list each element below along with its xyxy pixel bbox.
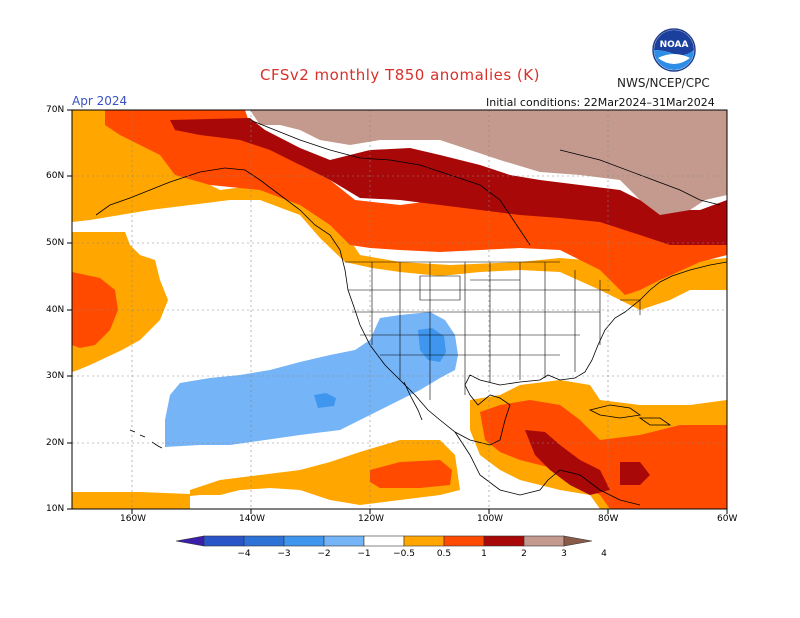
lon-label-140w: 140W — [239, 514, 266, 524]
anomaly-field-neg-05 — [165, 312, 458, 447]
anomaly-field-1-2 — [72, 110, 727, 509]
coastlines — [95, 119, 727, 506]
lat-label-50n: 50N — [46, 238, 65, 248]
agency-label: NWS/NCEP/CPC — [617, 76, 710, 90]
noaa-logo: NOAA — [652, 28, 696, 72]
anomaly-field-2-3 — [170, 118, 727, 495]
lat-label-30n: 30N — [46, 371, 65, 381]
initial-conditions-label: Initial conditions: 22Mar2024–31Mar2024 — [486, 96, 715, 109]
logo-text: NOAA — [660, 40, 689, 50]
lat-label-10n: 10N — [46, 504, 65, 514]
lon-label-100w: 100W — [477, 514, 504, 524]
lon-label-120w: 120W — [358, 514, 385, 524]
state-borders — [345, 261, 641, 400]
lat-label-60n: 60N — [46, 171, 65, 181]
lon-label-60w: 60W — [717, 514, 738, 524]
lon-label-160w: 160W — [120, 514, 147, 524]
valid-month-label: Apr 2024 — [72, 94, 128, 108]
map-title: CFSv2 monthly T850 anomalies (K) — [260, 66, 540, 84]
lat-label-20n: 20N — [46, 438, 65, 448]
lat-label-40n: 40N — [46, 305, 65, 315]
lon-label-80w: 80W — [598, 514, 619, 524]
graticule — [72, 110, 727, 509]
anomaly-field-neg-1 — [314, 328, 446, 408]
lat-label-70n: 70N — [46, 105, 65, 115]
